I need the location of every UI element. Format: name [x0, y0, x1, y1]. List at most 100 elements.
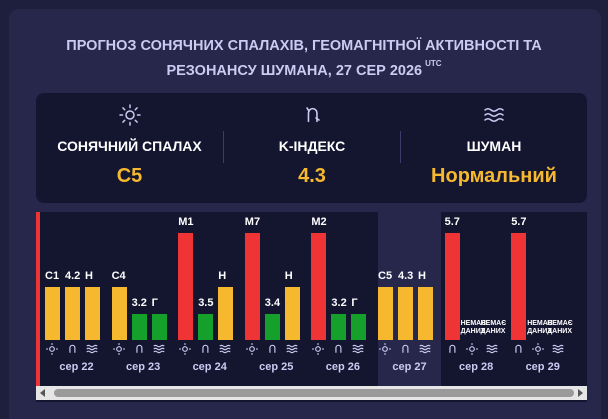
- horizontal-scrollbar[interactable]: [36, 386, 587, 400]
- schumann-bar: [418, 286, 433, 340]
- no-data-label: НЕМАЄ ДАНИХ: [480, 320, 507, 335]
- day-date-label: сер 23: [125, 361, 161, 373]
- flare-label: C4: [111, 269, 126, 282]
- schumann-label: Н: [218, 269, 227, 282]
- stat-value: 4.3: [298, 165, 326, 187]
- stat-label: ШУМАН: [466, 138, 522, 154]
- sun-icon: [118, 104, 141, 126]
- kp-bar: [198, 314, 214, 340]
- kp-label: 3.2: [131, 297, 147, 310]
- utc-label: UTC: [425, 59, 442, 68]
- magnet-icon: [135, 344, 143, 353]
- magnet-icon: [448, 344, 456, 353]
- schumann-label: Н: [418, 269, 426, 282]
- flare-label: C5: [378, 269, 393, 282]
- no-data-label: НЕМАЄ ДАНИХ: [460, 320, 487, 335]
- flare-bar: [111, 286, 127, 340]
- stat-label: СОНЯЧНИЙ СПАЛАХ: [57, 138, 202, 154]
- sun-icon: [465, 343, 478, 355]
- day-icons: [112, 342, 175, 358]
- day-icons: [178, 342, 241, 358]
- scroll-right-arrow-icon[interactable]: [578, 389, 583, 397]
- magnet-icon: [202, 344, 209, 353]
- kp-bar: [398, 286, 413, 340]
- schumann-label: Н: [85, 269, 93, 282]
- day-date-label: сер 27: [392, 361, 427, 373]
- kp-label: 3.4: [264, 297, 281, 310]
- schumann-label: Г: [351, 297, 358, 310]
- flare-label: M1: [178, 216, 194, 228]
- scroll-left-arrow-icon[interactable]: [40, 389, 45, 397]
- divider: [223, 131, 224, 163]
- stat-schumann: ШУМАН Нормальний: [401, 93, 587, 203]
- kp-label: 5.7: [511, 216, 527, 228]
- waves-icon: [484, 108, 504, 122]
- magnet-icon: [402, 344, 409, 353]
- kp-label: 3.5: [198, 297, 214, 310]
- magnet-icon: [269, 344, 276, 353]
- stat-label: K-ІНДЕКС: [278, 138, 346, 154]
- day-date-label: сер 29: [525, 361, 560, 373]
- day-icons: [511, 342, 574, 358]
- title-line-2: РЕЗОНАНСУ ШУМАНА, 27 СЕР 2026 UTC: [30, 59, 578, 85]
- waves-icon: [352, 344, 365, 354]
- kp-bar: [444, 233, 460, 340]
- sun-icon: [532, 343, 545, 355]
- schumann-bar: [218, 286, 234, 340]
- day-icons: [378, 342, 441, 358]
- flare-label: M7: [244, 216, 261, 228]
- day-date-label: сер 25: [259, 361, 294, 373]
- sun-icon: [312, 343, 325, 355]
- day-date-label: сер 26: [325, 361, 361, 373]
- kp-bar: [331, 314, 347, 340]
- kp-bar: [131, 314, 147, 340]
- title-line-1: ПРОГНОЗ СОНЯЧНИХ СПАЛАХІВ, ГЕОМАГНІТНОЇ …: [66, 38, 542, 54]
- flare-bar: [45, 286, 60, 340]
- day-icons: [311, 342, 374, 358]
- waves-icon: [485, 344, 498, 354]
- no-data-label: НЕМАЄ ДАНИХ: [527, 320, 553, 335]
- kp-bar: [65, 286, 80, 340]
- schumann-bar: [85, 286, 100, 340]
- schumann-bar: [151, 314, 167, 340]
- waves-icon: [86, 344, 98, 354]
- kp-label: 4.3: [398, 269, 414, 282]
- magnet-icon: [69, 344, 76, 353]
- page-title: ПРОГНОЗ СОНЯЧНИХ СПАЛАХІВ, ГЕОМАГНІТНОЇ …: [30, 34, 578, 85]
- magnet-icon: [335, 344, 342, 353]
- no-data-label: НЕМАЄ ДАНИХ: [547, 320, 573, 335]
- flare-bar: [311, 233, 327, 340]
- kp-label: 4.2: [65, 269, 81, 282]
- title-date: РЕЗОНАНСУ ШУМАНА, 27 СЕР 2026: [166, 63, 423, 79]
- stat-solar-flare: СОНЯЧНИЙ СПАЛАХ C5: [36, 93, 223, 203]
- sun-icon: [379, 343, 391, 355]
- flare-bar: [244, 233, 260, 340]
- kp-label: 5.7: [444, 216, 460, 228]
- forecast-day[interactable]: 5.7 НЕМАЄ ДАНИХ НЕМАЄ ДАНИХ сер 28: [444, 212, 508, 392]
- day-icons: [45, 342, 108, 358]
- sun-icon: [245, 343, 258, 355]
- schumann-bar: [284, 286, 300, 340]
- current-stats-panel: СОНЯЧНИЙ СПАЛАХ C5 K-ІНДЕКС 4.3 ШУМАН Но…: [36, 93, 587, 203]
- waves-icon: [219, 344, 231, 354]
- forecast-day[interactable]: 5.7 НЕМАЄ ДАНИХ НЕМАЄ ДАНИХ сер 29: [511, 212, 574, 392]
- flare-label: M2: [311, 216, 327, 228]
- schumann-label: Г: [151, 297, 158, 310]
- day-date-label: сер 24: [192, 361, 227, 373]
- flare-label: C1: [45, 269, 60, 282]
- sun-icon: [179, 343, 192, 355]
- kp-label: 3.2: [331, 297, 347, 310]
- waves-icon: [286, 344, 298, 354]
- kp-bar: [264, 314, 280, 340]
- stat-value: Нормальний: [431, 165, 557, 187]
- scroll-thumb[interactable]: [54, 389, 574, 397]
- magnet-icon: [515, 344, 522, 353]
- day-icons: [245, 342, 308, 358]
